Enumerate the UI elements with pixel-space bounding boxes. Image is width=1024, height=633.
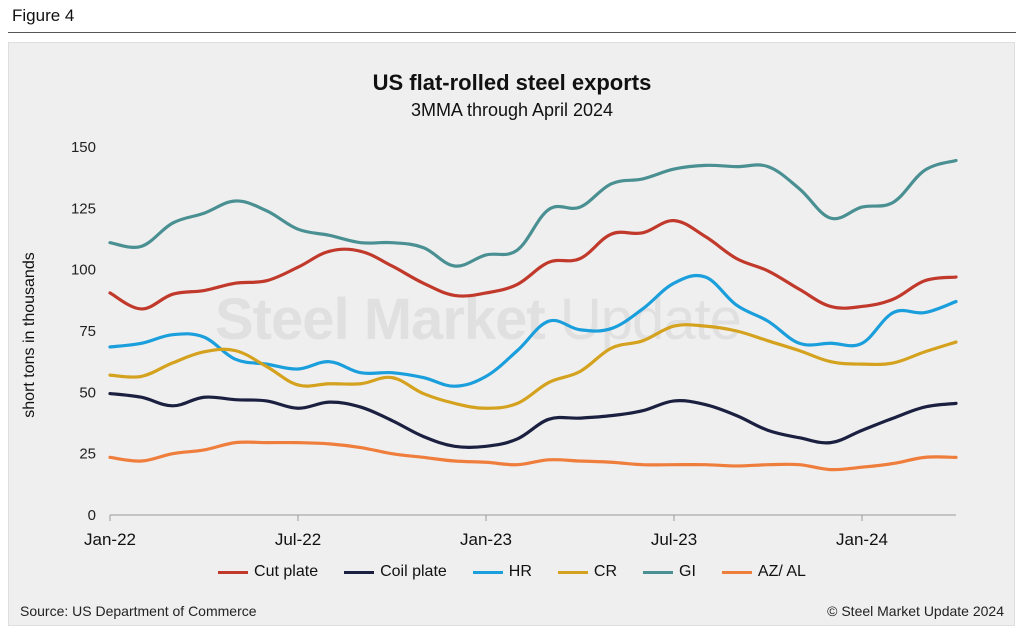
figure-divider bbox=[8, 32, 1016, 33]
y-tick-label: 150 bbox=[71, 139, 96, 156]
legend-item: HR bbox=[472, 563, 532, 581]
series-line-cr bbox=[108, 323, 958, 410]
chart-legend: Cut plate Coil plate HR CR GI AZ/ AL bbox=[0, 563, 1024, 581]
x-tick-label: Jul-22 bbox=[275, 530, 321, 549]
legend-label: AZ/ AL bbox=[757, 563, 806, 580]
legend-item: GI bbox=[643, 563, 696, 581]
x-tick-label: Jan-23 bbox=[460, 530, 512, 549]
legend-label: GI bbox=[679, 563, 696, 580]
legend-item: Cut plate bbox=[218, 563, 318, 581]
y-tick-label: 50 bbox=[79, 384, 96, 401]
axes: 0 25 50 75 100 125 150 Jan-22 Jul-22 Jan-23 Jul-23… bbox=[71, 139, 956, 549]
series-line-cut-plate bbox=[108, 219, 958, 311]
y-tick-label: 125 bbox=[71, 200, 96, 217]
legend-swatch bbox=[721, 570, 752, 574]
legend-swatch bbox=[218, 570, 249, 574]
watermark-logo: Steel Market Update bbox=[215, 287, 742, 352]
x-tick-label: Jul-23 bbox=[651, 530, 697, 549]
legend-swatch bbox=[344, 570, 375, 574]
legend-label: Coil plate bbox=[380, 563, 447, 580]
x-tick-label: Jan-24 bbox=[836, 530, 888, 549]
y-tick-label: 0 bbox=[88, 507, 96, 524]
series-line-az-al bbox=[108, 440, 958, 472]
copyright-note: © Steel Market Update 2024 bbox=[827, 603, 1004, 619]
legend-item: AZ/ AL bbox=[721, 563, 806, 581]
legend-label: CR bbox=[593, 563, 618, 580]
x-tick-label: Jan-22 bbox=[84, 530, 136, 549]
series-line-coil-plate bbox=[108, 391, 958, 450]
legend-item: CR bbox=[557, 563, 618, 581]
legend-swatch bbox=[643, 570, 674, 574]
series-line-gi bbox=[108, 158, 958, 268]
series-lines bbox=[108, 158, 958, 472]
series-line-hr bbox=[108, 273, 958, 388]
legend-item: Coil plate bbox=[344, 563, 447, 581]
chart-title: US flat-rolled steel exports bbox=[372, 70, 652, 95]
legend-label: HR bbox=[508, 563, 532, 580]
y-tick-label: 75 bbox=[79, 323, 96, 340]
y-tick-label: 25 bbox=[79, 446, 96, 463]
legend-swatch bbox=[557, 570, 588, 574]
chart-subtitle: 3MMA through April 2024 bbox=[410, 100, 614, 120]
y-tick-label: 100 bbox=[71, 262, 96, 279]
figure-label: Figure 4 bbox=[12, 6, 75, 25]
legend-swatch bbox=[472, 570, 503, 574]
legend-label: Cut plate bbox=[254, 563, 319, 580]
source-note: Source: US Department of Commerce bbox=[20, 603, 257, 619]
